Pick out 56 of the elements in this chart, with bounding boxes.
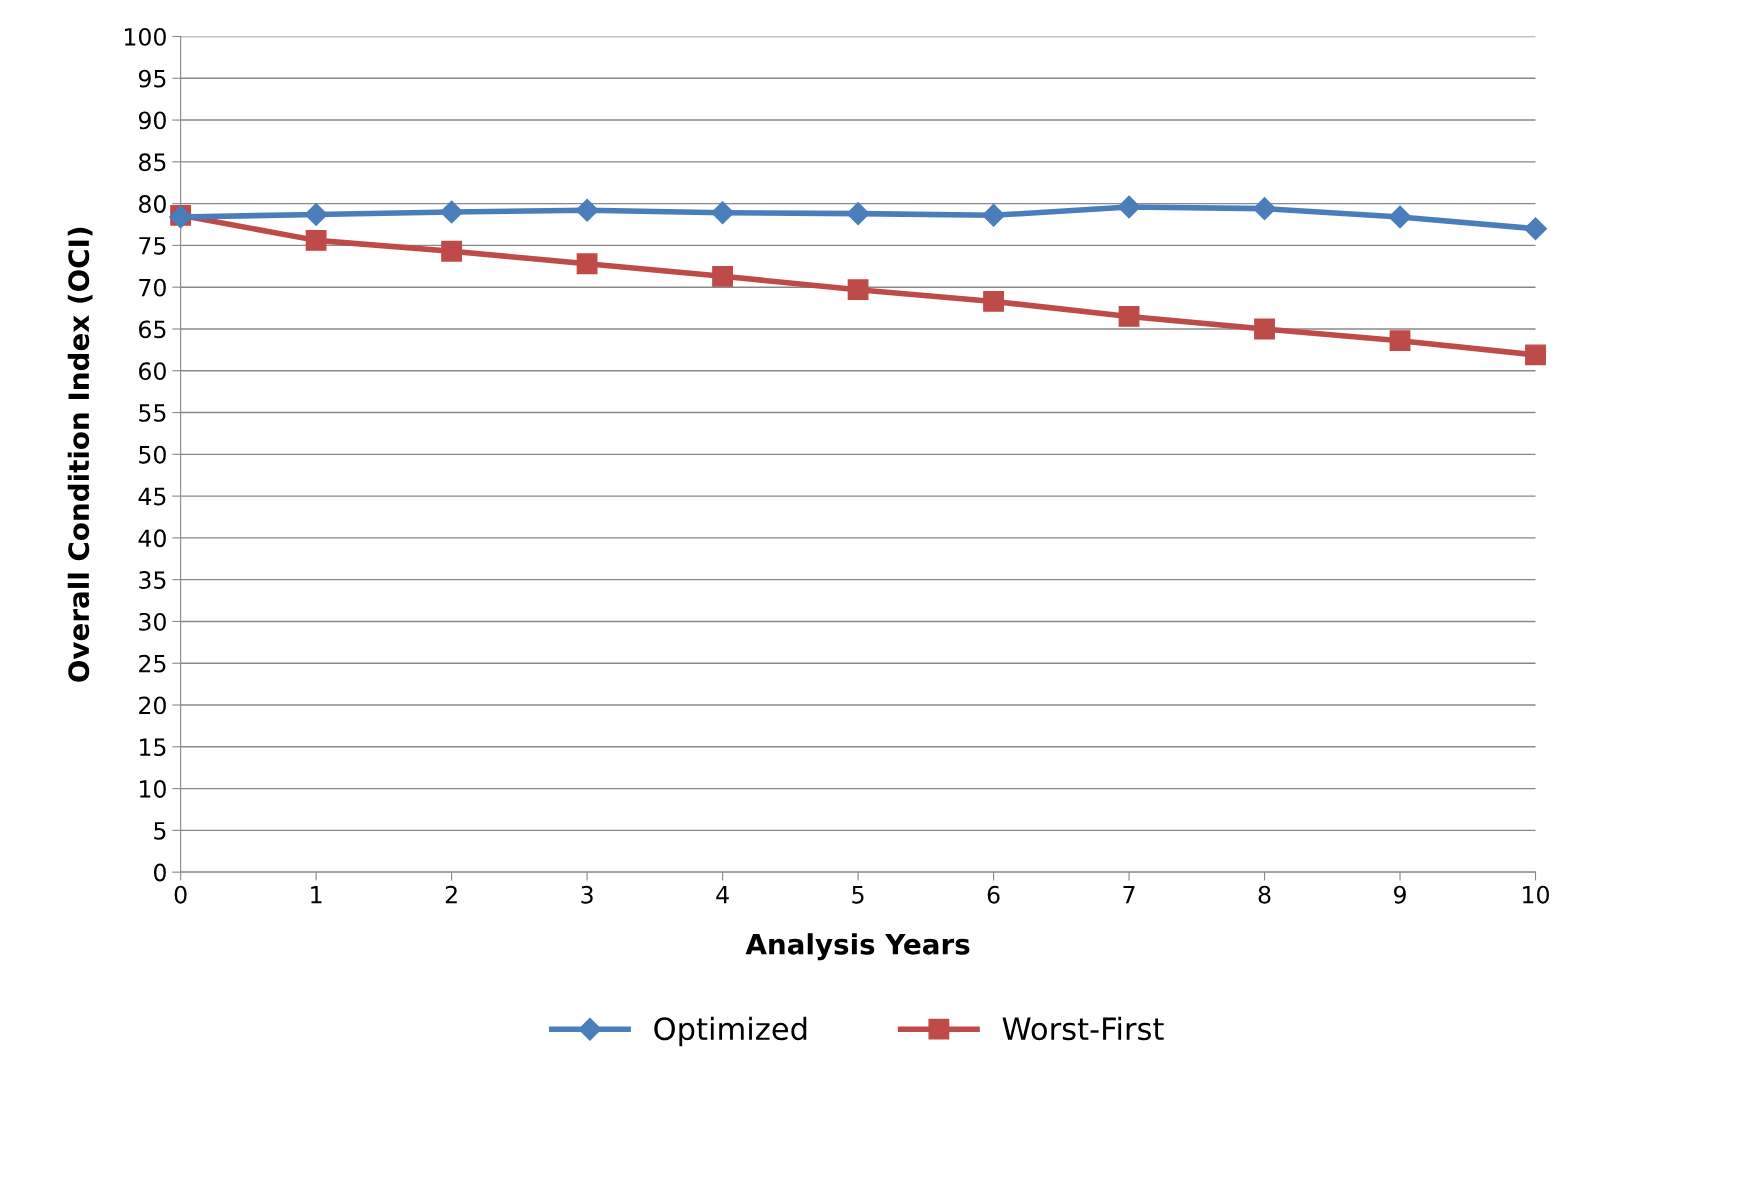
point [1253, 197, 1277, 221]
point [847, 279, 869, 301]
y-tick-label: 50 [139, 445, 166, 464]
x-tick-label: 0 [174, 885, 187, 904]
y-tick-label: 15 [140, 738, 166, 757]
x-tick-label: 5 [852, 886, 864, 904]
point [304, 202, 328, 226]
y-tick-label: 40 [138, 529, 166, 548]
point [1524, 217, 1548, 241]
x-axis-title: Analysis Years [745, 933, 970, 961]
y-tick-label: 10 [140, 780, 166, 798]
point [1118, 306, 1140, 327]
y-tick-label: 20 [139, 696, 166, 715]
x-tick-label: 10 [1523, 885, 1549, 904]
point [1388, 205, 1412, 229]
point [1389, 330, 1411, 352]
point [1254, 318, 1275, 340]
y-tick-label: 25 [139, 654, 166, 673]
y-tick-label: 65 [139, 320, 166, 339]
y-tick-label: 5 [154, 822, 166, 840]
legend-label: Optimized [654, 1016, 807, 1047]
point [712, 265, 734, 287]
point [440, 200, 464, 224]
y-tick-label: 55 [139, 404, 166, 422]
y-tick-label: 35 [139, 571, 166, 589]
y-tick-label: 60 [139, 362, 166, 381]
point [441, 240, 463, 262]
y-tick-label: 85 [139, 153, 166, 172]
y-axis-title: Overall Condition Index (OCI) [67, 227, 93, 682]
point [982, 203, 1006, 227]
x-tick-label: 6 [987, 885, 1000, 904]
point [576, 253, 598, 275]
point [1117, 195, 1141, 219]
y-tick-label: 30 [139, 612, 166, 631]
point [305, 229, 327, 251]
y-tick-label: 80 [139, 195, 166, 213]
point [983, 290, 1004, 312]
y-tick-label: 0 [153, 863, 166, 882]
point [1525, 344, 1546, 366]
y-tick-label: 90 [138, 111, 166, 130]
x-tick-label: 1 [311, 886, 322, 904]
legend-label: Worst-First [1002, 1016, 1164, 1041]
y-tick-label: 70 [139, 278, 166, 297]
y-tick-label: 95 [138, 69, 166, 88]
y-tick-label: 75 [139, 237, 166, 255]
x-tick-label: 9 [1394, 885, 1406, 904]
x-tick-label: 2 [445, 885, 457, 904]
y-tick-label: 100 [124, 27, 166, 46]
point [575, 198, 599, 222]
y-tick-label: 45 [138, 487, 166, 506]
point [711, 201, 735, 225]
point [846, 202, 870, 226]
x-tick-label: 3 [581, 885, 593, 904]
x-tick-label: 4 [716, 886, 729, 904]
x-tick-label: 7 [1123, 886, 1135, 904]
x-tick-label: 8 [1258, 885, 1271, 904]
